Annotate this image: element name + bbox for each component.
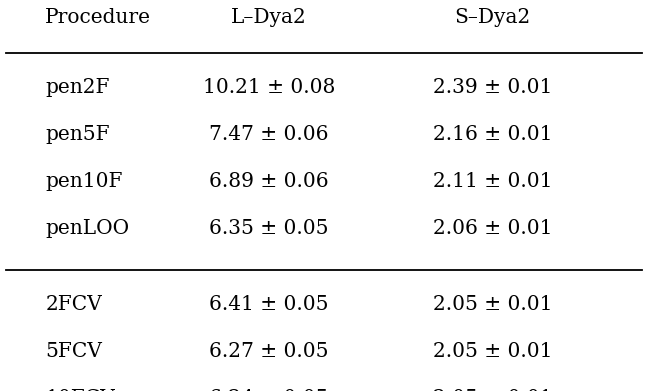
Text: 6.41 ± 0.05: 6.41 ± 0.05 bbox=[209, 296, 329, 314]
Text: pen5F: pen5F bbox=[45, 126, 110, 144]
Text: 10FCV: 10FCV bbox=[45, 389, 115, 391]
Text: 2.39 ± 0.01: 2.39 ± 0.01 bbox=[433, 79, 552, 97]
Text: 6.89 ± 0.06: 6.89 ± 0.06 bbox=[209, 172, 329, 191]
Text: 2.05 ± 0.01: 2.05 ± 0.01 bbox=[433, 389, 552, 391]
Text: S–Dya2: S–Dya2 bbox=[454, 8, 531, 27]
Text: 6.24 ± 0.05: 6.24 ± 0.05 bbox=[209, 389, 329, 391]
Text: 2.06 ± 0.01: 2.06 ± 0.01 bbox=[433, 219, 552, 238]
Text: penLOO: penLOO bbox=[45, 219, 130, 238]
Text: Procedure: Procedure bbox=[45, 8, 152, 27]
Text: 10.21 ± 0.08: 10.21 ± 0.08 bbox=[203, 79, 335, 97]
Text: 2FCV: 2FCV bbox=[45, 296, 102, 314]
Text: pen2F: pen2F bbox=[45, 79, 110, 97]
Text: 2.16 ± 0.01: 2.16 ± 0.01 bbox=[433, 126, 552, 144]
Text: 6.27 ± 0.05: 6.27 ± 0.05 bbox=[209, 343, 329, 361]
Text: 6.35 ± 0.05: 6.35 ± 0.05 bbox=[209, 219, 329, 238]
Text: 2.11 ± 0.01: 2.11 ± 0.01 bbox=[433, 172, 552, 191]
Text: 2.05 ± 0.01: 2.05 ± 0.01 bbox=[433, 343, 552, 361]
Text: 7.47 ± 0.06: 7.47 ± 0.06 bbox=[209, 126, 329, 144]
Text: L–Dya2: L–Dya2 bbox=[231, 8, 307, 27]
Text: pen10F: pen10F bbox=[45, 172, 123, 191]
Text: 2.05 ± 0.01: 2.05 ± 0.01 bbox=[433, 296, 552, 314]
Text: 5FCV: 5FCV bbox=[45, 343, 102, 361]
